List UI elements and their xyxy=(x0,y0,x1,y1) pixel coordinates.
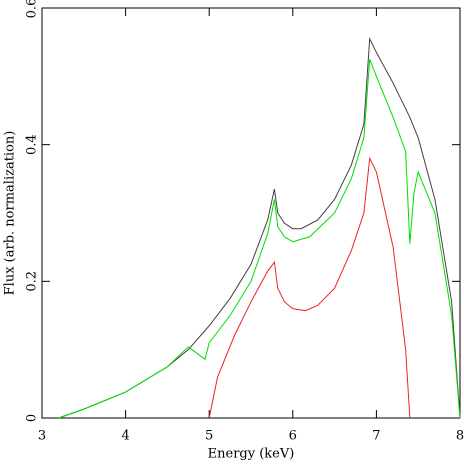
y-tick-label: 0 xyxy=(25,414,40,422)
x-tick-label: 6 xyxy=(289,429,297,444)
plot-frame xyxy=(41,7,461,419)
y-tick-label: 0.6 xyxy=(25,0,40,18)
x-tick-label: 4 xyxy=(121,429,129,444)
x-tick-label: 5 xyxy=(205,429,213,444)
y-tick-label: 0.4 xyxy=(25,134,40,155)
y-tick-label: 0.2 xyxy=(25,271,40,292)
x-tick-label: 7 xyxy=(372,429,380,444)
y-axis-label: Flux (arb. normalization) xyxy=(3,131,18,296)
series-line xyxy=(208,156,411,419)
x-tick-label: 3 xyxy=(38,429,46,444)
series-line xyxy=(58,59,461,419)
series-line xyxy=(58,36,461,419)
x-axis-label: Energy (keV) xyxy=(208,447,295,462)
x-tick-label: 8 xyxy=(456,429,464,444)
